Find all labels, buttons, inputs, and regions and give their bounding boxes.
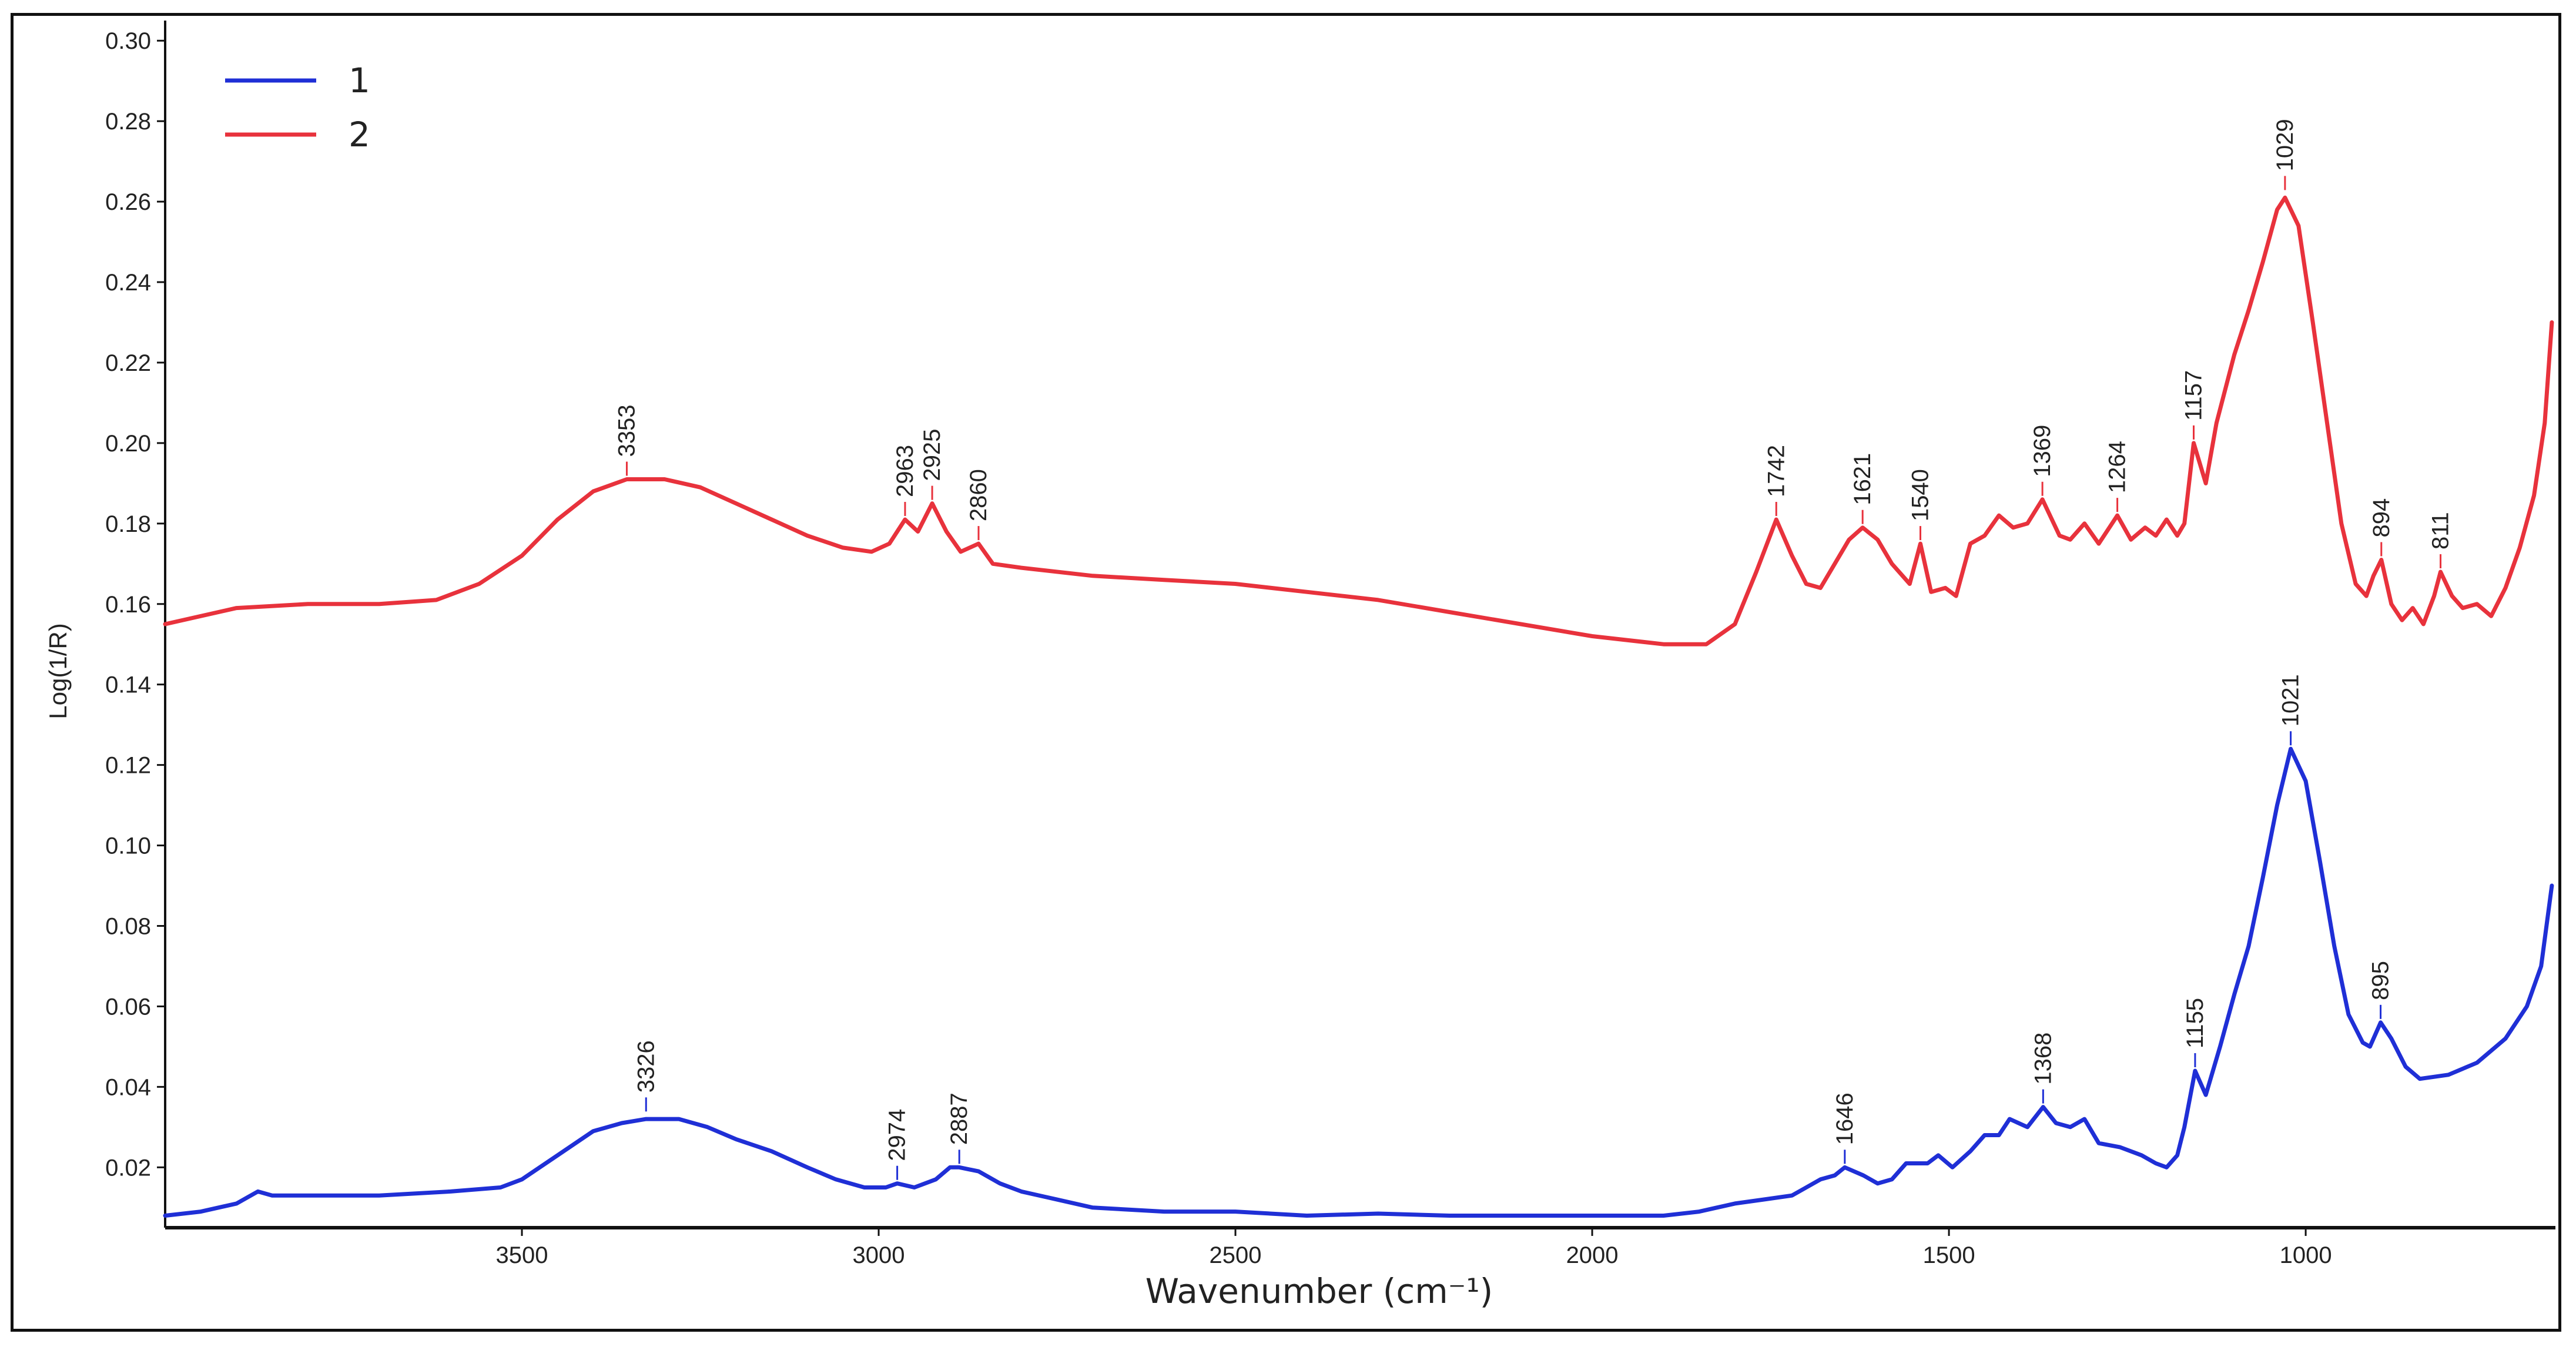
peak-label-1155: 1155: [2182, 998, 2208, 1048]
x-tick-label: 1000: [2280, 1242, 2332, 1268]
legend-label-2: 2: [349, 115, 370, 155]
y-tick-label: 0.18: [105, 511, 151, 537]
y-tick-label: 0.06: [105, 994, 151, 1020]
peak-label-2925: 2925: [919, 429, 945, 481]
y-tick-label: 0.22: [105, 350, 151, 376]
peak-label-1369: 1369: [2029, 425, 2055, 477]
peak-label-1742: 1742: [1763, 445, 1789, 497]
peak-label-3326: 3326: [633, 1040, 659, 1093]
y-tick-label: 0.20: [105, 431, 151, 457]
peak-label-3353: 3353: [614, 405, 639, 457]
y-tick-label: 0.04: [105, 1074, 151, 1100]
peak-label-2860: 2860: [966, 469, 991, 521]
x-tick-label: 2500: [1210, 1242, 1262, 1268]
y-axis-title: Log(1/R): [44, 623, 72, 719]
x-axis-title: Wavenumber (cm⁻¹): [1145, 1271, 1493, 1311]
ftir-spectrum-chart: 0.02 0.04 0.06 0.08 0.10 0.12 0.14 0.16 0.18 0.20…: [44, 21, 2555, 1311]
y-tick-label: 0.12: [105, 753, 151, 779]
y-tick-label: 0.30: [105, 28, 151, 54]
peak-label-1368: 1368: [2030, 1033, 2056, 1085]
axes: 0.02 0.04 0.06 0.08 0.10 0.12 0.14 0.16 0.18 0.20…: [105, 21, 2555, 1268]
peak-label-1621: 1621: [1850, 453, 1875, 505]
series-line-2: [163, 195, 2554, 646]
y-tick-label: 0.16: [105, 592, 151, 618]
peak-label-1264: 1264: [2105, 441, 2131, 493]
peak-label-2974: 2974: [885, 1109, 910, 1161]
series-line-1: [163, 746, 2554, 1218]
peak-label-1157: 1157: [2180, 370, 2206, 421]
series-layer: [163, 195, 2554, 1218]
peak-label-811: 811: [2428, 512, 2454, 549]
y-tick-label: 0.28: [105, 109, 151, 135]
y-tick-label: 0.10: [105, 833, 151, 859]
x-tick-label: 3500: [496, 1242, 548, 1268]
legend: 12: [225, 61, 370, 155]
peak-label-1540: 1540: [1908, 469, 1934, 521]
peak-label-2963: 2963: [892, 445, 918, 497]
peak-label-1029: 1029: [2272, 119, 2298, 171]
y-tick-label: 0.26: [105, 189, 151, 215]
legend-label-1: 1: [349, 61, 370, 100]
peak-label-895: 895: [2368, 961, 2394, 1000]
x-tick-label: 3000: [853, 1242, 905, 1268]
peak-annotations: 3353 2963 2925 2860 1742 1621 1540 1369 1264 1157…: [614, 119, 2454, 1180]
x-tick-label: 1500: [1923, 1242, 1975, 1268]
y-tick-label: 0.02: [105, 1155, 151, 1181]
x-tick-label: 2000: [1566, 1242, 1619, 1268]
peak-label-2887: 2887: [946, 1093, 972, 1145]
y-tick-label: 0.08: [105, 914, 151, 940]
y-tick-label: 0.14: [105, 672, 151, 698]
peak-label-894: 894: [2369, 498, 2394, 538]
peak-label-1646: 1646: [1832, 1093, 1858, 1145]
chart-frame: 0.02 0.04 0.06 0.08 0.10 0.12 0.14 0.16 0.18 0.20…: [11, 13, 2561, 1332]
peak-label-1021: 1021: [2278, 674, 2304, 726]
y-tick-label: 0.24: [105, 270, 151, 296]
